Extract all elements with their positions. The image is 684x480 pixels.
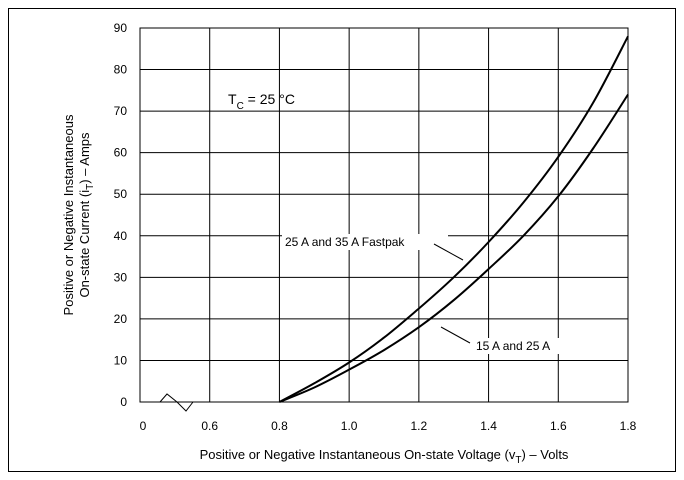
x-tick-label: 1.4: [480, 419, 497, 433]
series-curves: [278, 35, 629, 403]
series-2-label-bg: [466, 338, 582, 354]
x-tick-label: 0.6: [201, 419, 218, 433]
y-tick-label: 60: [114, 146, 128, 160]
y-tick-labels: 0 10 20 30 40 50 60 70 80 90: [114, 21, 128, 409]
axis-break-mark: [159, 393, 194, 412]
x-tick-label: 1.8: [620, 419, 637, 433]
y-tick-label: 40: [114, 229, 128, 243]
y-tick-label: 30: [114, 270, 128, 284]
y-axis-label-line1: Positive or Negative Instantaneous: [61, 114, 76, 315]
x-tick-labels: 0.6 0.8 1.0 1.2 1.4 1.6 1.8: [201, 419, 636, 433]
series-2-leader-line: [440, 326, 471, 344]
x-tick-label: 1.0: [341, 419, 358, 433]
series-line-2: [279, 93, 629, 403]
case-temperature-annotation: TC = 25 °C: [228, 91, 295, 112]
series-line-1: [278, 35, 629, 403]
series-1-label-bg: [282, 234, 448, 250]
x-axis-label: Positive or Negative Instantaneous On-st…: [200, 447, 569, 466]
y-tick-label: 70: [114, 104, 128, 118]
y-tick-label: 20: [114, 312, 128, 326]
x-origin-label: 0: [140, 419, 147, 433]
y-tick-label: 80: [114, 63, 128, 77]
x-tick-label: 1.6: [550, 419, 567, 433]
x-tick-label: 0.8: [271, 419, 288, 433]
y-tick-label: 90: [114, 21, 128, 35]
series-1-leader-line: [433, 243, 464, 261]
series-2-label: 15 A and 25 A: [476, 339, 550, 353]
y-tick-label: 0: [120, 395, 127, 409]
y-axis-label-line2: On-state Current (iT) – Amps: [77, 132, 96, 298]
y-tick-label: 50: [114, 187, 128, 201]
plot-border: [139, 27, 629, 403]
y-tick-label: 10: [114, 353, 128, 367]
x-tick-label: 1.2: [411, 419, 428, 433]
series-1-label: 25 A and 35 A Fastpak: [285, 235, 405, 249]
